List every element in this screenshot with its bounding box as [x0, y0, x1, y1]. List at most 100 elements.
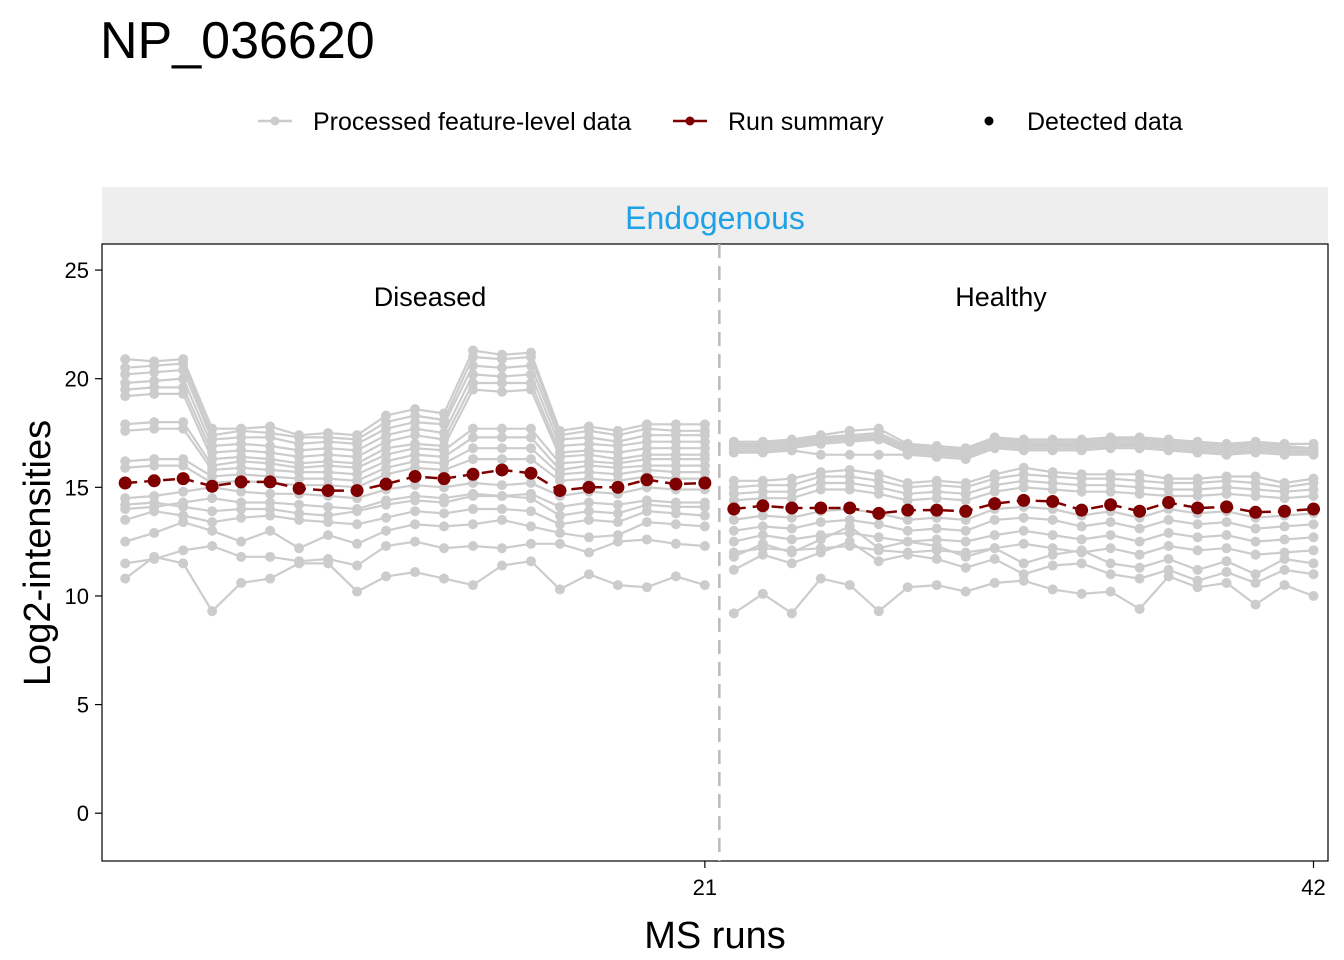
- feature-point: [960, 495, 971, 506]
- run-summary-point: [1046, 494, 1060, 508]
- feature-point: [207, 506, 218, 517]
- feature-point: [1163, 540, 1174, 551]
- feature-point: [120, 493, 131, 504]
- feature-point: [815, 484, 826, 495]
- feature-point: [1105, 530, 1116, 541]
- feature-point: [1105, 517, 1116, 528]
- feature-point: [873, 543, 884, 554]
- feature-point: [989, 514, 1000, 525]
- feature-point: [1192, 519, 1203, 530]
- feature-point: [902, 549, 913, 560]
- run-summary-point: [292, 481, 306, 495]
- run-summary-point: [814, 501, 828, 515]
- feature-point: [439, 543, 450, 554]
- feature-point: [410, 462, 421, 473]
- feature-point: [1018, 512, 1029, 523]
- feature-point: [1047, 484, 1058, 495]
- feature-point: [1105, 586, 1116, 597]
- feature-point: [439, 521, 450, 532]
- feature-point: [525, 443, 536, 454]
- feature-point: [1163, 527, 1174, 538]
- feature-point: [265, 551, 276, 562]
- feature-point: [641, 534, 652, 545]
- feature-point: [525, 506, 536, 517]
- feature-point: [786, 608, 797, 619]
- feature-point: [120, 425, 131, 436]
- feature-point: [236, 536, 247, 547]
- feature-point: [960, 514, 971, 525]
- feature-series: [120, 551, 1319, 619]
- feature-point: [496, 491, 507, 502]
- run-summary-point: [495, 463, 509, 477]
- feature-point: [178, 388, 189, 399]
- feature-point: [1134, 562, 1145, 573]
- feature-point: [757, 588, 768, 599]
- feature-point: [699, 510, 710, 521]
- feature-point: [236, 497, 247, 508]
- feature-point: [178, 497, 189, 508]
- feature-point: [496, 354, 507, 365]
- feature-point: [496, 362, 507, 373]
- legend: Processed feature-level data Run summary…: [258, 108, 1183, 136]
- feature-point: [844, 536, 855, 547]
- feature-point: [1134, 443, 1145, 454]
- feature-point: [1047, 549, 1058, 560]
- feature-point: [1308, 532, 1319, 543]
- feature-point: [1279, 580, 1290, 591]
- feature-point: [1250, 447, 1261, 458]
- feature-point: [467, 443, 478, 454]
- feature-point: [1105, 569, 1116, 580]
- feature-point: [786, 547, 797, 558]
- feature-point: [612, 580, 623, 591]
- run-summary-point: [466, 467, 480, 481]
- legend-detected-point: [984, 116, 994, 126]
- feature-point: [1134, 536, 1145, 547]
- feature-point: [757, 510, 768, 521]
- run-summary-point: [1220, 500, 1234, 514]
- feature-point: [410, 536, 421, 547]
- feature-point: [757, 447, 768, 458]
- feature-point: [496, 443, 507, 454]
- run-summary-point: [582, 480, 596, 494]
- feature-point: [1221, 543, 1232, 554]
- feature-point: [844, 436, 855, 447]
- run-summary-point: [234, 475, 248, 489]
- feature-point: [1250, 569, 1261, 580]
- run-summary-point: [640, 473, 654, 487]
- feature-point: [1018, 538, 1029, 549]
- legend-detected-label: Detected data: [1027, 108, 1183, 136]
- y-axis: 0 5 10 15 20 25: [65, 258, 102, 826]
- feature-point: [931, 554, 942, 565]
- feature-point: [1076, 486, 1087, 497]
- feature-point: [149, 491, 160, 502]
- feature-point: [670, 538, 681, 549]
- run-summary-point: [205, 479, 219, 493]
- legend-item-feature: Processed feature-level data: [258, 108, 631, 136]
- run-summary-point: [437, 472, 451, 486]
- group-label-healthy: Healthy: [955, 282, 1047, 312]
- feature-point: [467, 360, 478, 371]
- feature-point: [265, 432, 276, 443]
- feature-point: [410, 430, 421, 441]
- feature-point: [583, 547, 594, 558]
- feature-point: [496, 378, 507, 389]
- legend-item-detected: Detected data: [984, 108, 1183, 136]
- feature-series: [120, 514, 1319, 554]
- feature-point: [1163, 445, 1174, 456]
- legend-feature-point: [270, 116, 280, 126]
- feature-point: [554, 510, 565, 521]
- run-summary-point: [524, 466, 538, 480]
- feature-point: [467, 384, 478, 395]
- feature-point: [960, 562, 971, 573]
- run-summary-point: [118, 476, 132, 490]
- feature-point: [525, 432, 536, 443]
- feature-point: [989, 443, 1000, 454]
- feature-point: [496, 504, 507, 515]
- feature-point: [612, 536, 623, 547]
- feature-point: [207, 540, 218, 551]
- y-tick-label: 5: [77, 693, 89, 718]
- feature-point: [554, 584, 565, 595]
- legend-run-summary-label: Run summary: [728, 108, 884, 136]
- feature-point: [728, 447, 739, 458]
